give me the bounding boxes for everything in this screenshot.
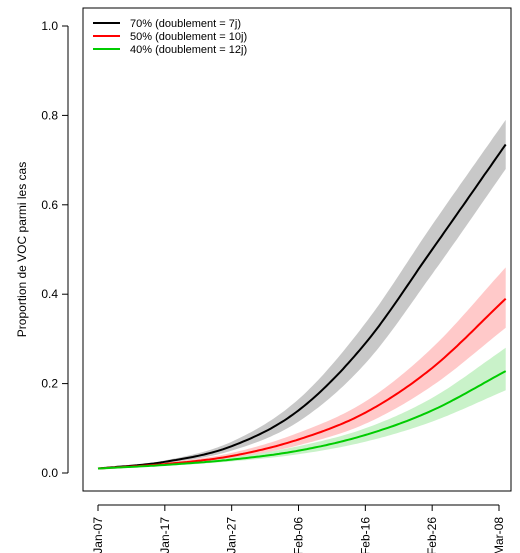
y-tick-label: 0.2	[41, 377, 58, 391]
x-tick-label: Jan-27	[225, 517, 239, 553]
y-tick-label: 0.4	[41, 287, 58, 301]
legend-label-0: 70% (doublement = 7j)	[130, 18, 241, 30]
confidence-band-2	[98, 347, 506, 469]
x-tick-label: Jan-17	[158, 517, 172, 553]
series-lines	[97, 143, 507, 470]
x-tick-label: Feb-26	[425, 517, 439, 553]
x-tick-label: Jan-07	[91, 517, 105, 553]
x-axis: Jan-07 Jan-17 Jan-27 Feb-06 Feb-16 Feb-26 Mar-…	[91, 504, 506, 553]
y-tick-label: 0.6	[41, 198, 58, 212]
x-tick-label: Feb-06	[292, 517, 306, 553]
y-axis-title: Proportion de VOC parmi les cas	[15, 162, 29, 337]
confidence-band-0	[98, 119, 506, 469]
y-tick-label: 0.0	[41, 466, 58, 480]
y-tick-label: 0.8	[41, 108, 58, 122]
legend-label-1: 50% (doublement = 10j)	[130, 31, 247, 43]
x-tick-label: Feb-16	[358, 517, 372, 553]
legend: 70% (doublement = 7j)50% (doublement = 1…	[93, 18, 247, 56]
plot-frame	[82, 7, 512, 492]
x-tick-label: Mar-08	[492, 517, 506, 553]
confidence-bands	[98, 119, 506, 469]
y-axis: 0.0 0.2 0.4 0.6 0.8 1.0	[41, 19, 69, 480]
confidence-band-1	[98, 267, 506, 469]
series-line-0	[97, 143, 507, 470]
legend-label-2: 40% (doublement = 12j)	[130, 44, 247, 56]
y-tick-label: 1.0	[41, 19, 58, 33]
series-line-2	[97, 370, 507, 470]
